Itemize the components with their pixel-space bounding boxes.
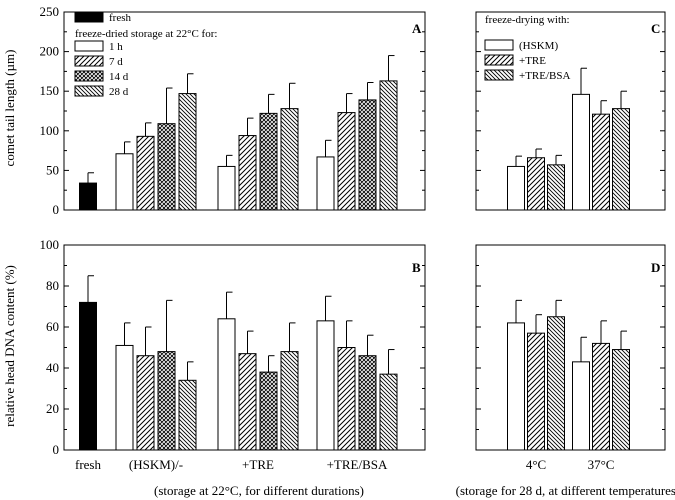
y-tick-label-a-150: 150 <box>40 83 60 98</box>
bar-c-4-c-tre <box>527 157 545 211</box>
legend-label-1h: 1 h <box>109 41 123 53</box>
bar-b-hskm-7-d <box>136 355 155 451</box>
bar-a-hskm-7-d <box>136 135 155 211</box>
y-axis-label-top: comet tail length (µm) <box>2 50 17 167</box>
legend-swatch-tre <box>484 54 514 66</box>
bar-a-tre-bsa-1-h <box>316 156 335 211</box>
legend-label-7d: 7 d <box>109 56 123 68</box>
category-label-fresh: fresh <box>75 457 101 472</box>
y-tick-label-b-80: 80 <box>46 278 59 293</box>
legend-label-14d: 14 d <box>109 71 129 83</box>
y-tick-label-a-200: 200 <box>40 44 60 59</box>
bar-c-4-c-tre-bsa <box>547 164 565 211</box>
legend-right: freeze-drying with: (HSKM) +TRE +TRE/BSA <box>484 14 570 82</box>
legend-label-fresh: fresh <box>109 12 131 24</box>
legend-label-tre-bsa: +TRE/BSA <box>519 70 570 82</box>
legend-swatch-hskm <box>484 39 514 51</box>
category-label-tre: +TRE <box>242 457 274 472</box>
legend-swatch-28d <box>74 85 104 97</box>
y-axis-label-bottom: relative head DNA content (%) <box>2 265 17 427</box>
bar-b-tre-7-d <box>238 353 257 451</box>
legend-label-tre: +TRE <box>519 55 546 67</box>
bar-d-37-c-tre-bsa <box>612 349 630 451</box>
bar-d-4-c-hskm <box>507 322 525 451</box>
bar-b-tre-bsa-28-d <box>379 373 398 451</box>
panel-label-a: A <box>412 21 422 36</box>
legend-swatch-14d <box>74 70 104 82</box>
bar-b-tre-28-d <box>280 351 299 451</box>
bar-a-hskm-14-d <box>157 123 176 211</box>
bar-d-37-c-tre <box>592 342 610 451</box>
legend-swatch-fresh <box>74 11 104 23</box>
category-label-37c: 37°C <box>588 457 615 472</box>
y-tick-label-a-250: 250 <box>40 4 60 19</box>
x-axis-label-left: (storage at 22°C, for different duration… <box>154 483 364 498</box>
y-tick-label-b-0: 0 <box>53 442 60 457</box>
y-tick-label-a-50: 50 <box>46 162 59 177</box>
x-axis-label-right: (storage for 28 d, at different temperat… <box>456 483 675 498</box>
y-tick-label-a-100: 100 <box>40 123 60 138</box>
bar-b-fresh <box>79 301 97 451</box>
bar-b-tre-bsa-1-h <box>316 320 335 451</box>
bar-a-hskm-1-h <box>115 153 134 211</box>
category-label-hskm: (HSKM)/- <box>129 457 183 472</box>
legend-swatch-1h <box>74 40 104 52</box>
category-label-4c: 4°C <box>526 457 546 472</box>
bar-a-tre-bsa-14-d <box>358 99 377 211</box>
legend-header-right: freeze-drying with: <box>485 14 570 26</box>
y-tick-label-b-60: 60 <box>46 319 59 334</box>
y-tick-label-a-0: 0 <box>53 202 60 217</box>
bar-a-tre-bsa-7-d <box>337 112 356 211</box>
y-tick-label-b-20: 20 <box>46 401 59 416</box>
bar-a-tre-1-h <box>217 165 236 211</box>
axes-layer: 0 50 100 150 200 250 0 20 40 60 80 100 <box>40 4 666 457</box>
bar-d-4-c-tre-bsa <box>547 316 565 451</box>
bar-b-hskm-28-d <box>178 379 197 451</box>
bar-d-4-c-tre <box>527 332 545 451</box>
bar-a-tre-7-d <box>238 135 257 211</box>
bar-b-hskm-1-h <box>115 344 134 451</box>
bars-layer <box>79 55 630 451</box>
plot-frame-d <box>475 244 666 451</box>
bar-a-tre-bsa-28-d <box>379 80 398 211</box>
legend-label-hskm: (HSKM) <box>519 40 558 52</box>
bar-c-37-c-hskm <box>572 93 590 211</box>
bar-a-hskm-28-d <box>178 93 197 211</box>
bar-c-37-c-tre <box>592 113 610 211</box>
y-tick-label-b-40: 40 <box>46 360 59 375</box>
bar-a-tre-28-d <box>280 108 299 211</box>
bar-a-tre-14-d <box>259 112 278 211</box>
panel-label-b: B <box>412 260 421 275</box>
bar-c-37-c-tre-bsa <box>612 108 630 211</box>
panel-label-c: C <box>651 21 660 36</box>
legend-swatch-tre-bsa <box>484 69 514 81</box>
bar-b-tre-14-d <box>259 371 278 451</box>
legend-header-left: freeze-dried storage at 22°C for: <box>75 28 217 40</box>
legend-swatch-7d <box>74 55 104 67</box>
bar-a-fresh <box>79 182 97 211</box>
bar-d-37-c-hskm <box>572 361 590 451</box>
y-tick-label-b-100: 100 <box>40 237 60 252</box>
bar-b-hskm-14-d <box>157 351 176 451</box>
legend-left: fresh freeze-dried storage at 22°C for: … <box>74 11 217 98</box>
legend-label-28d: 28 d <box>109 86 129 98</box>
bar-b-tre-bsa-7-d <box>337 347 356 451</box>
bar-b-tre-bsa-14-d <box>358 355 377 451</box>
panel-label-d: D <box>651 260 660 275</box>
bar-c-4-c-hskm <box>507 165 525 211</box>
category-label-tre-bsa: +TRE/BSA <box>327 457 388 472</box>
bar-b-tre-1-h <box>217 318 236 451</box>
